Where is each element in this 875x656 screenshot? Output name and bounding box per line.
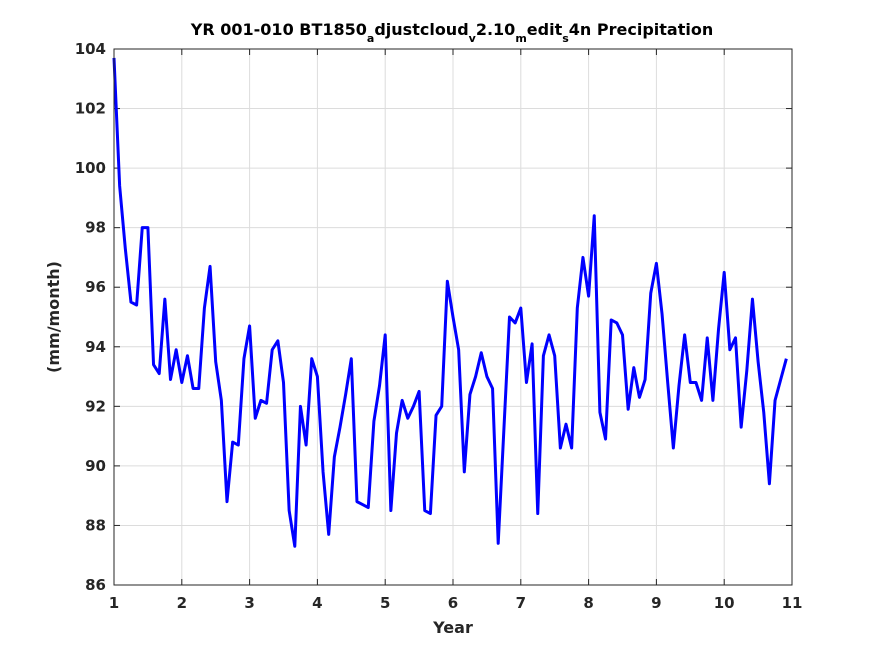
y-tick-label: 102 [75, 100, 106, 118]
title-segment: 4n Precipitation [569, 20, 713, 39]
y-tick-label: 92 [85, 397, 106, 415]
y-tick-label: 98 [85, 219, 106, 237]
chart-title: YR 001-010 BT1850adjustcloudv2.10medits4… [190, 20, 713, 45]
y-tick-label: 94 [85, 338, 106, 356]
y-tick-label: 100 [75, 159, 106, 177]
y-tick-label: 104 [75, 40, 106, 58]
plot-frame [113, 48, 793, 586]
x-tick-label: 6 [448, 594, 458, 612]
x-tick-label: 11 [782, 594, 803, 612]
y-axis-label: (mm/month) [44, 261, 63, 373]
title-segment: djustcloud [374, 20, 468, 39]
x-tick-label: 8 [583, 594, 593, 612]
title-segment: 2.10 [476, 20, 515, 39]
x-tick-label: 5 [380, 594, 390, 612]
title-segment: edit [527, 20, 563, 39]
title-subscript: m [515, 32, 526, 45]
y-tick-label: 88 [85, 516, 106, 534]
y-tick-label: 86 [85, 576, 106, 594]
x-tick-label: 10 [714, 594, 735, 612]
x-tick-label: 1 [109, 594, 119, 612]
x-tick-label: 9 [651, 594, 661, 612]
x-tick-label: 7 [516, 594, 526, 612]
title-subscript: a [367, 32, 374, 45]
x-tick-label: 2 [177, 594, 187, 612]
y-tick-label: 90 [85, 457, 106, 475]
title-subscript: s [562, 32, 569, 45]
y-tick-label: 96 [85, 278, 106, 296]
x-axis-label: Year [432, 618, 473, 637]
tick-labels: 1 2 3 4 5 6 7 8 9 10 11 86 88 90 92 94 96 98 100 102 104 [75, 40, 803, 612]
title-subscript: v [469, 32, 477, 45]
x-tick-label: 4 [312, 594, 322, 612]
x-tick-label: 3 [244, 594, 254, 612]
series-line [112, 57, 788, 548]
title-segment: YR 001-010 BT1850 [190, 20, 367, 39]
